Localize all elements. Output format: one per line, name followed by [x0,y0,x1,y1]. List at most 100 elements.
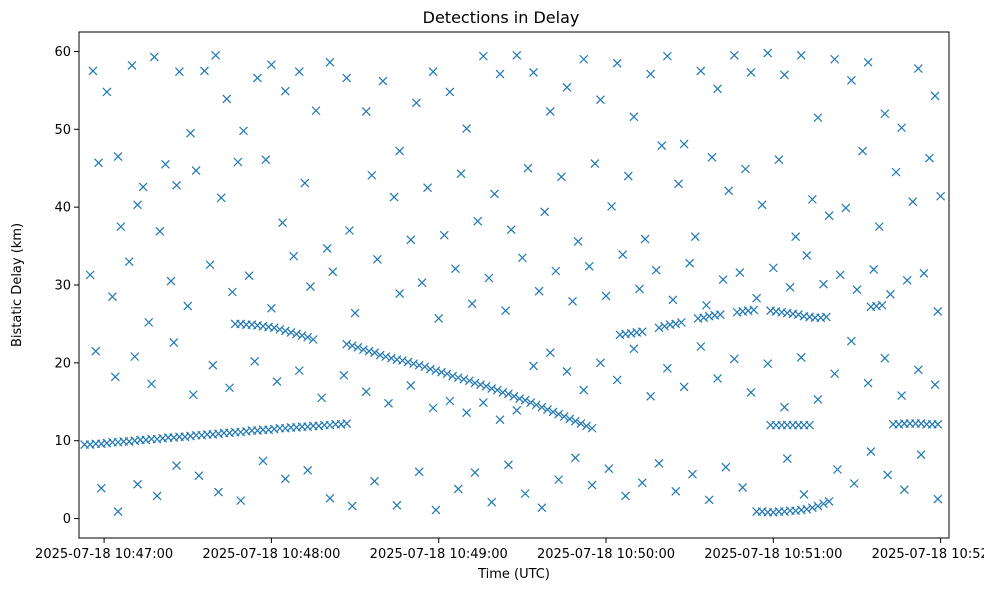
data-point-0-273 [925,153,934,163]
data-point-0-321 [919,268,929,278]
data-point-0-355 [696,342,706,351]
data-point-0-73 [398,356,407,365]
data-point-0-364 [846,336,856,346]
data-point-0-76 [414,360,424,370]
data-point-0-393 [554,475,564,485]
x-tick-label-2: 2025-07-18 10:49:00 [370,547,508,562]
data-point-0-309 [718,275,728,284]
data-point-0-267 [824,211,834,221]
data-point-0-85 [464,376,474,386]
data-point-0-83 [453,373,463,383]
data-point-0-281 [205,260,215,270]
data-point-0-254 [607,201,617,211]
data-point-0-270 [874,222,884,232]
data-point-0-398 [637,478,647,488]
data-point-0-246 [473,216,483,226]
data-point-0-374 [172,461,182,471]
data-point-0-326 [147,379,156,389]
data-point-0-250 [540,207,550,217]
data-point-0-210 [662,51,672,61]
x-tick-label-1: 2025-07-18 10:48:00 [202,547,340,562]
data-point-0-395 [587,480,597,490]
data-point-0-204 [562,82,572,92]
data-point-0-117 [802,504,812,514]
data-point-0-388 [470,468,480,478]
data-point-0-171 [933,419,943,429]
data-point-0-333 [294,366,304,376]
data-point-0-314 [802,250,812,260]
data-point-0-63 [342,339,352,349]
data-point-0-261 [724,186,734,196]
data-point-0-62 [308,335,318,344]
data-point-0-103 [565,414,575,424]
data-point-0-209 [646,69,656,79]
data-point-0-172 [88,66,98,76]
data-point-0-201 [512,50,522,60]
data-point-0-311 [752,293,762,303]
data-point-0-242 [406,235,416,245]
data-point-0-351 [629,344,639,354]
data-point-0-332 [272,377,282,386]
data-point-0-277 [124,257,134,267]
data-point-0-56 [275,324,285,334]
data-point-0-64 [347,341,357,351]
data-point-0-202 [529,68,538,77]
x-tick-label-0: 2025-07-18 10:47:00 [35,547,173,562]
data-point-0-86 [470,378,480,388]
data-point-0-74 [403,357,413,367]
data-point-0-197 [445,87,455,97]
data-point-0-389 [487,497,497,507]
data-point-0-363 [830,369,840,379]
data-point-0-232 [191,166,201,175]
data-point-0-207 [612,58,622,68]
data-point-0-222 [863,57,873,67]
data-point-0-378 [258,456,268,466]
data-point-0-318 [869,265,879,274]
data-point-0-256 [640,234,650,244]
data-point-0-92 [503,389,513,399]
data-point-0-271 [891,167,901,177]
data-point-0-82 [448,371,458,381]
data-point-0-403 [721,462,731,472]
data-point-0-305 [651,265,661,275]
x-tick-label-3: 2025-07-18 10:50:00 [537,547,675,562]
data-point-0-146 [793,310,803,320]
data-point-0-234 [233,157,243,167]
x-tick-label-4: 2025-07-18 10:51:00 [704,547,842,562]
data-point-0-181 [200,66,209,76]
data-point-0-68 [370,348,380,358]
data-point-0-99 [543,405,552,414]
data-point-0-130 [671,319,681,329]
data-point-0-162 [805,420,815,430]
data-point-0-294 [467,299,477,309]
data-point-0-404 [738,482,748,492]
data-point-0-402 [704,495,714,505]
data-point-0-410 [883,470,893,480]
data-point-0-266 [807,194,817,204]
data-point-0-185 [253,73,262,83]
data-point-0-225 [913,64,923,74]
data-point-0-97 [531,400,541,410]
data-point-0-289 [372,254,382,264]
data-point-0-345 [529,361,538,371]
data-point-0-269 [858,146,867,156]
data-point-0-353 [662,363,672,373]
data-point-0-243 [423,183,432,193]
data-point-0-244 [439,230,449,240]
data-point-0-361 [796,352,806,362]
data-point-0-390 [503,460,513,470]
data-point-0-229 [133,200,142,210]
data-point-0-183 [222,94,232,104]
data-point-0-227 [94,158,103,168]
data-point-0-260 [707,152,717,162]
data-point-0-79 [431,366,441,376]
data-point-0-385 [414,467,424,477]
data-point-0-291 [417,278,427,288]
data-point-0-274 [936,191,946,201]
data-point-0-303 [618,250,628,260]
data-point-0-413 [933,494,943,504]
data-point-0-106 [582,421,591,431]
data-point-0-253 [590,159,600,168]
data-point-0-213 [713,84,722,94]
plot-frame [78,31,950,539]
